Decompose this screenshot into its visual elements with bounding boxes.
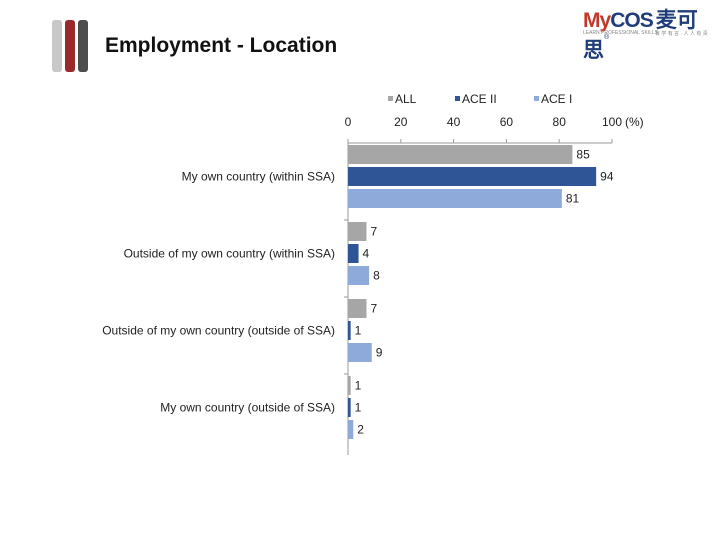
- title-bar-2: [65, 20, 75, 72]
- data-label: 9: [376, 346, 383, 360]
- x-tick-label: 80: [553, 115, 567, 129]
- x-tick-label: 20: [394, 115, 408, 129]
- category-label: My own country (within SSA): [182, 170, 335, 184]
- logo-tagline-left: LEARN PROFESSIONAL SKILLS: [583, 30, 659, 36]
- category-label: My own country (outside of SSA): [160, 401, 335, 415]
- data-label: 2: [357, 423, 364, 437]
- category-label: Outside of my own country (within SSA): [124, 247, 335, 261]
- logo-tagline-right: 有 学 有 言 · 人 人 有 责: [655, 31, 708, 37]
- legend-label: ACE I: [541, 92, 572, 106]
- data-label: 1: [355, 324, 362, 338]
- title-bar-1: [52, 20, 62, 72]
- x-tick-label: 40: [447, 115, 461, 129]
- logo-registered-mark: ®: [604, 34, 610, 41]
- category-label: Outside of my own country (outside of SS…: [102, 324, 335, 338]
- data-label: 8: [373, 269, 380, 283]
- legend-swatch: [534, 96, 539, 101]
- bar: [348, 343, 372, 362]
- data-label: 81: [566, 192, 580, 206]
- data-label: 94: [600, 170, 614, 184]
- bar: [348, 266, 370, 285]
- bar: [348, 167, 597, 186]
- legend-label: ACE II: [462, 92, 497, 106]
- bar: [348, 244, 359, 263]
- bar: [348, 376, 351, 395]
- bar: [348, 420, 354, 439]
- page-title: Employment - Location: [105, 34, 338, 57]
- x-tick-label: 100: [602, 115, 622, 129]
- unit-label: (%): [625, 115, 644, 129]
- title-bar-3: [78, 20, 88, 72]
- data-label: 1: [355, 379, 362, 393]
- data-label: 7: [370, 225, 377, 239]
- data-label: 4: [363, 247, 370, 261]
- title-accent-bars: [52, 20, 90, 72]
- legend-swatch: [455, 96, 460, 101]
- logo-chinese: 麦可思: [583, 9, 698, 62]
- bar: [348, 189, 562, 208]
- legend-label: ALL: [395, 92, 417, 106]
- legend-swatch: [388, 96, 393, 101]
- mycos-logo: MyCOS 麦可思® LEARN PROFESSIONAL SKILLS 有 学 …: [583, 4, 715, 62]
- bar: [348, 321, 351, 340]
- bar: [348, 398, 351, 417]
- bar: [348, 145, 573, 164]
- bar: [348, 299, 367, 318]
- x-tick-label: 60: [500, 115, 514, 129]
- bar: [348, 222, 367, 241]
- data-label: 1: [355, 401, 362, 415]
- logo-brand: MyCOS: [583, 9, 654, 32]
- data-label: 85: [576, 148, 590, 162]
- data-label: 7: [370, 302, 377, 316]
- x-tick-label: 0: [345, 115, 352, 129]
